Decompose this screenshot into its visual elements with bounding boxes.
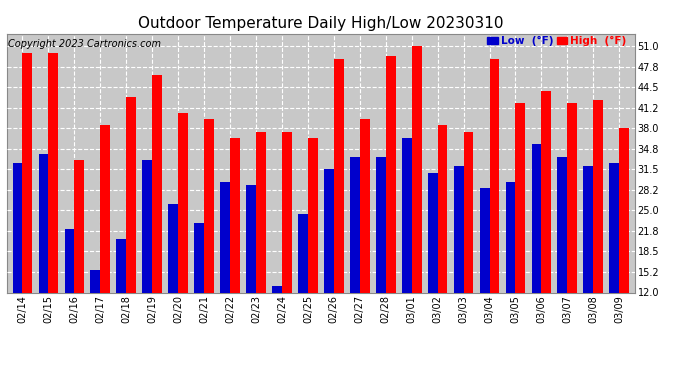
Bar: [489, 59, 500, 368]
Bar: [230, 138, 240, 368]
Bar: [220, 182, 230, 368]
Bar: [272, 286, 282, 368]
Bar: [506, 182, 515, 368]
Bar: [308, 138, 317, 368]
Bar: [324, 170, 334, 368]
Bar: [126, 97, 136, 368]
Bar: [531, 144, 542, 368]
Bar: [90, 270, 100, 368]
Bar: [428, 172, 437, 368]
Bar: [64, 230, 75, 368]
Bar: [117, 239, 126, 368]
Bar: [454, 166, 464, 368]
Bar: [152, 75, 162, 368]
Bar: [480, 188, 489, 368]
Bar: [619, 128, 629, 368]
Bar: [584, 166, 593, 368]
Text: Copyright 2023 Cartronics.com: Copyright 2023 Cartronics.com: [8, 39, 161, 49]
Bar: [246, 185, 256, 368]
Bar: [12, 163, 23, 368]
Bar: [515, 103, 525, 368]
Bar: [350, 157, 359, 368]
Bar: [437, 125, 448, 368]
Bar: [256, 132, 266, 368]
Bar: [39, 154, 48, 368]
Bar: [593, 100, 603, 368]
Bar: [282, 132, 292, 368]
Bar: [376, 157, 386, 368]
Bar: [464, 132, 473, 368]
Bar: [23, 53, 32, 368]
Bar: [178, 112, 188, 368]
Bar: [359, 119, 370, 368]
Bar: [567, 103, 578, 368]
Bar: [386, 56, 395, 368]
Bar: [609, 163, 619, 368]
Bar: [334, 59, 344, 368]
Bar: [48, 53, 58, 368]
Bar: [558, 157, 567, 368]
Legend: Low  (°F), High  (°F): Low (°F), High (°F): [488, 36, 627, 46]
Bar: [402, 138, 412, 368]
Bar: [168, 204, 178, 368]
Bar: [542, 90, 551, 368]
Bar: [194, 223, 204, 368]
Bar: [298, 214, 308, 368]
Title: Outdoor Temperature Daily High/Low 20230310: Outdoor Temperature Daily High/Low 20230…: [138, 16, 504, 31]
Bar: [75, 160, 84, 368]
Bar: [100, 125, 110, 368]
Bar: [412, 46, 422, 368]
Bar: [142, 160, 152, 368]
Bar: [204, 119, 214, 368]
